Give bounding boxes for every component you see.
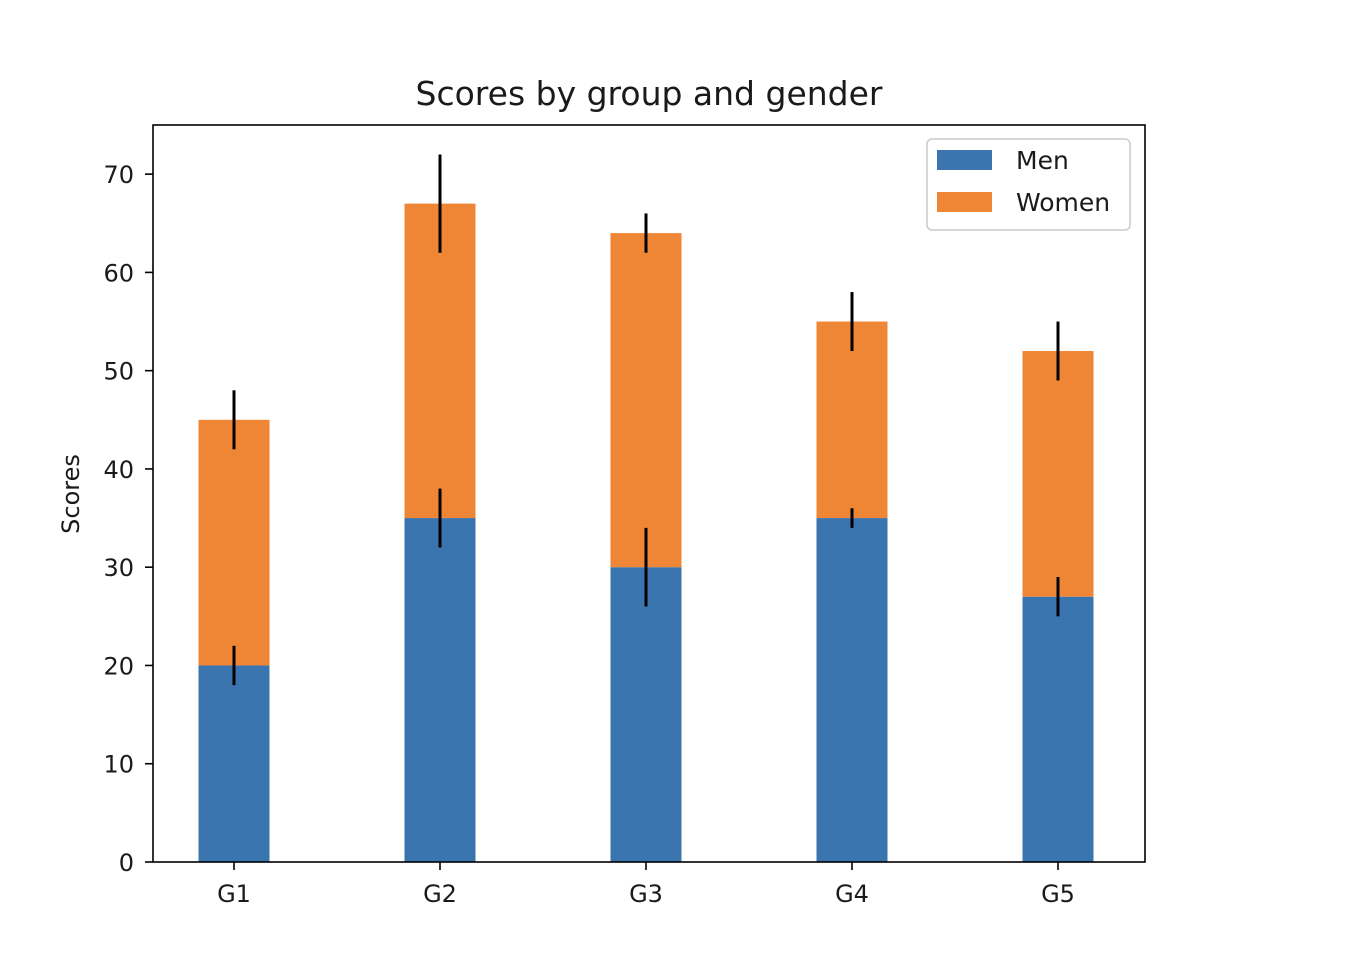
bar-women-g3 — [610, 233, 682, 568]
x-tick-label-g4: G4 — [835, 880, 869, 908]
x-tick-label-g2: G2 — [423, 880, 457, 908]
y-tick-label: 70 — [103, 161, 134, 189]
bar-men-g5 — [1022, 596, 1094, 862]
bar-men-g2 — [404, 518, 476, 862]
y-tick-label: 40 — [103, 456, 134, 484]
y-tick-label: 0 — [119, 849, 134, 877]
x-tick-label-g1: G1 — [217, 880, 251, 908]
y-axis-label: Scores — [57, 454, 85, 534]
bar-men-g3 — [610, 567, 682, 862]
y-tick-label: 20 — [103, 652, 134, 680]
axes-frame — [152, 124, 1146, 863]
legend-label-women: Women — [1016, 188, 1110, 217]
plot-area: 0 10 20 30 40 50 60 70 G1 G2 G3 G4 G5 — [103, 124, 1146, 908]
bar-men-g1 — [198, 665, 270, 862]
bar-women-g1 — [198, 419, 270, 666]
legend: Men Women — [926, 138, 1131, 231]
y-tick-label: 60 — [103, 259, 134, 287]
bar-women-g5 — [1022, 351, 1094, 597]
legend-swatch-women — [937, 192, 992, 212]
legend-label-men: Men — [1016, 146, 1069, 175]
bar-women-g4 — [816, 321, 888, 519]
bar-men-g4 — [816, 518, 888, 862]
legend-swatch-men — [937, 150, 992, 170]
chart-title: Scores by group and gender — [416, 74, 883, 113]
y-tick-label: 10 — [103, 751, 134, 779]
y-tick-label: 50 — [103, 358, 134, 386]
bar-women-g2 — [404, 203, 476, 519]
y-tick-label: 30 — [103, 554, 134, 582]
x-tick-label-g3: G3 — [629, 880, 663, 908]
x-tick-label-g5: G5 — [1041, 880, 1075, 908]
